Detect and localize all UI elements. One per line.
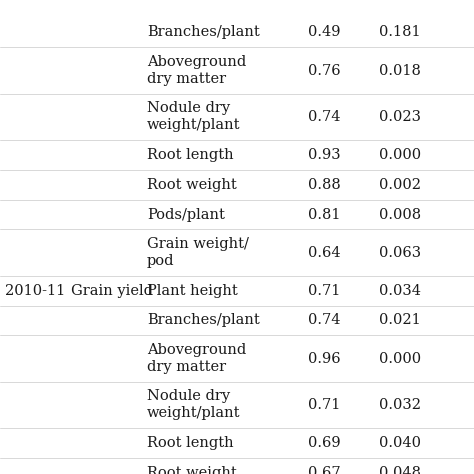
Text: Aboveground
dry matter: Aboveground dry matter (147, 55, 246, 86)
Text: Branches/plant: Branches/plant (147, 313, 260, 328)
Text: 0.76: 0.76 (308, 64, 341, 78)
Text: 0.008: 0.008 (379, 208, 421, 221)
Text: 0.93: 0.93 (308, 148, 341, 162)
Text: Grain weight/
pod: Grain weight/ pod (147, 237, 249, 268)
Text: 2010-11: 2010-11 (5, 283, 65, 298)
Text: 0.64: 0.64 (308, 246, 341, 260)
Text: 0.000: 0.000 (379, 352, 421, 365)
Text: 0.032: 0.032 (379, 398, 421, 412)
Text: 0.49: 0.49 (308, 26, 341, 39)
Text: 0.181: 0.181 (379, 26, 421, 39)
Text: 0.67: 0.67 (308, 465, 341, 474)
Text: 0.71: 0.71 (308, 398, 340, 412)
Text: 0.96: 0.96 (308, 352, 341, 365)
Text: Nodule dry
weight/plant: Nodule dry weight/plant (147, 101, 240, 132)
Text: Root weight: Root weight (147, 465, 237, 474)
Text: 0.88: 0.88 (308, 178, 341, 191)
Text: 0.040: 0.040 (379, 436, 421, 450)
Text: Grain yield: Grain yield (71, 283, 153, 298)
Text: 0.063: 0.063 (379, 246, 421, 260)
Text: 0.002: 0.002 (379, 178, 421, 191)
Text: 0.74: 0.74 (308, 110, 341, 124)
Text: 0.034: 0.034 (379, 283, 421, 298)
Text: Branches/plant: Branches/plant (147, 26, 260, 39)
Text: 0.71: 0.71 (308, 283, 340, 298)
Text: Root weight: Root weight (147, 178, 237, 191)
Text: Pods/plant: Pods/plant (147, 208, 225, 221)
Text: Root length: Root length (147, 148, 234, 162)
Text: Aboveground
dry matter: Aboveground dry matter (147, 343, 246, 374)
Text: 0.048: 0.048 (379, 465, 421, 474)
Text: Plant height: Plant height (147, 283, 237, 298)
Text: 0.74: 0.74 (308, 313, 341, 328)
Text: 0.81: 0.81 (308, 208, 341, 221)
Text: Nodule dry
weight/plant: Nodule dry weight/plant (147, 389, 240, 420)
Text: 0.000: 0.000 (379, 148, 421, 162)
Text: 0.023: 0.023 (379, 110, 421, 124)
Text: 0.69: 0.69 (308, 436, 341, 450)
Text: 0.021: 0.021 (379, 313, 421, 328)
Text: Root length: Root length (147, 436, 234, 450)
Text: 0.018: 0.018 (379, 64, 421, 78)
